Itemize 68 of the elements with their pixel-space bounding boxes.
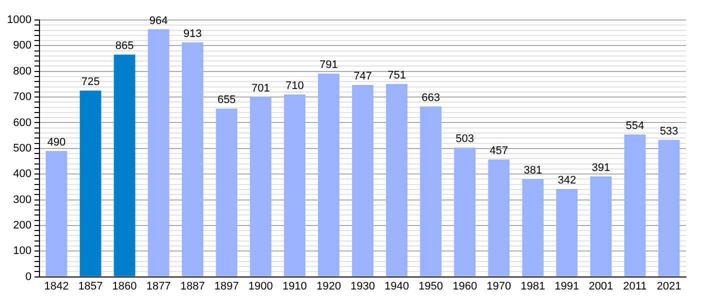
data-label: 554 xyxy=(626,120,644,132)
x-tick-label: 1900 xyxy=(248,280,273,292)
bar xyxy=(522,178,544,276)
data-label: 913 xyxy=(183,28,202,40)
data-label: 964 xyxy=(149,14,168,27)
data-label: 751 xyxy=(388,69,406,82)
bar xyxy=(420,106,442,276)
x-tick-label: 1991 xyxy=(554,280,580,292)
data-label: 490 xyxy=(47,136,66,148)
bar xyxy=(80,90,102,276)
x-tick-label: 1950 xyxy=(418,280,444,292)
bar xyxy=(182,42,204,276)
y-tick-label: 1000 xyxy=(6,14,32,26)
x-tick-label: 1981 xyxy=(520,280,546,292)
bar xyxy=(658,140,680,276)
x-tick-label: 1960 xyxy=(452,280,478,292)
x-tick-label: 1860 xyxy=(112,280,137,292)
bar xyxy=(46,150,68,276)
x-tick-label: 1940 xyxy=(384,280,410,292)
y-tick-label: 800 xyxy=(13,65,32,78)
y-tick-label: 600 xyxy=(13,116,32,129)
x-tick-label: 1877 xyxy=(146,280,171,292)
data-label: 791 xyxy=(320,59,338,72)
y-tick-label: 0 xyxy=(25,270,32,283)
bar xyxy=(454,148,476,276)
data-label: 533 xyxy=(660,125,678,138)
x-tick-label: 1930 xyxy=(350,280,375,292)
data-label: 457 xyxy=(490,144,508,157)
data-label: 391 xyxy=(592,162,610,174)
y-tick-label: 700 xyxy=(13,91,32,104)
x-tick-label: 1910 xyxy=(282,280,307,292)
bar xyxy=(114,54,136,276)
x-tick-label: 2011 xyxy=(623,280,647,292)
data-label: 663 xyxy=(422,92,440,104)
bar xyxy=(488,159,510,276)
bar xyxy=(250,96,272,276)
bar xyxy=(216,108,238,276)
y-tick-label: 300 xyxy=(13,194,32,206)
bar xyxy=(318,74,340,276)
x-tick-label: 1842 xyxy=(44,280,69,292)
bar xyxy=(352,84,374,276)
data-label: 342 xyxy=(558,174,576,187)
data-label: 747 xyxy=(354,70,372,82)
data-label: 710 xyxy=(286,80,304,92)
y-tick-label: 200 xyxy=(13,219,32,232)
x-tick-label: 1857 xyxy=(78,280,103,292)
x-tick-label: 1970 xyxy=(486,280,512,292)
x-tick-label: 2021 xyxy=(656,280,682,292)
x-tick-label: 1887 xyxy=(180,280,205,292)
bar xyxy=(386,84,408,276)
bar xyxy=(284,94,306,276)
data-label: 503 xyxy=(456,133,474,146)
data-label: 655 xyxy=(217,94,236,106)
data-label: 381 xyxy=(524,164,542,176)
y-tick-label: 100 xyxy=(13,245,32,258)
data-label: 865 xyxy=(115,40,134,52)
bar xyxy=(556,188,578,276)
x-tick-label: 2001 xyxy=(588,280,614,292)
x-tick-label: 1897 xyxy=(214,280,239,292)
x-tick-label: 1920 xyxy=(316,280,341,292)
bar xyxy=(148,29,170,276)
bar xyxy=(624,134,646,276)
y-tick-label: 900 xyxy=(13,40,32,52)
bar xyxy=(590,176,612,276)
y-tick-label: 500 xyxy=(13,142,32,154)
data-label: 701 xyxy=(251,82,270,94)
y-tick-label: 400 xyxy=(13,168,32,180)
data-label: 725 xyxy=(81,76,100,88)
